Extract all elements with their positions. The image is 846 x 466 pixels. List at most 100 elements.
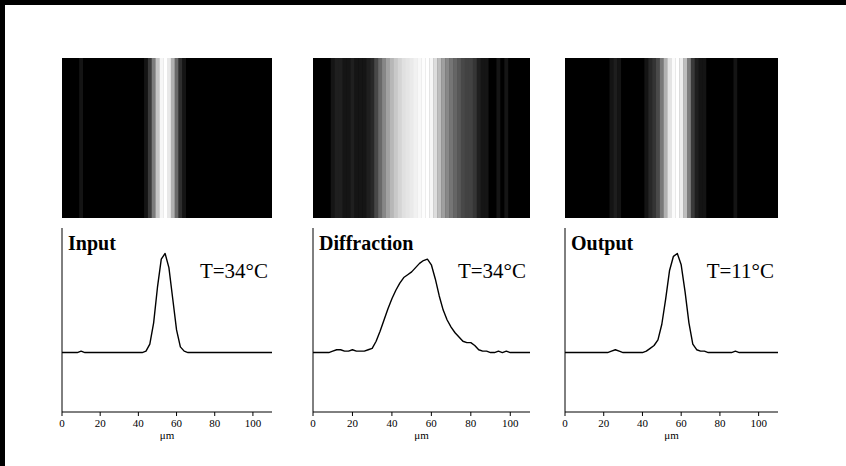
panel-title: Input [68, 232, 116, 255]
image-column [441, 58, 445, 218]
image-column [175, 58, 179, 218]
image-column [722, 58, 726, 218]
image-column [586, 58, 590, 218]
x-tick-label: 80 [465, 417, 477, 429]
x-tick [510, 412, 511, 416]
image-column [768, 58, 772, 218]
image-column [489, 58, 493, 218]
image-column [772, 58, 776, 218]
image-column [390, 58, 394, 218]
image-column [259, 58, 263, 218]
image-column [110, 58, 114, 218]
image-column [465, 58, 469, 218]
image-column [567, 58, 571, 218]
image-column [198, 58, 202, 218]
image-background [313, 58, 530, 218]
image-column [481, 58, 485, 218]
image-column [224, 58, 228, 218]
image-background [62, 58, 272, 218]
x-tick [391, 412, 392, 416]
x-tick-label: 40 [386, 417, 398, 429]
image-column [247, 58, 251, 218]
image-column [163, 58, 167, 218]
image-column [613, 58, 617, 218]
image-column [641, 58, 645, 218]
image-column [445, 58, 449, 218]
image-column [528, 58, 530, 218]
image-column [362, 58, 366, 218]
image-column [679, 58, 683, 218]
image-column [72, 58, 76, 218]
image-column [656, 58, 660, 218]
image-column [633, 58, 637, 218]
image-column [91, 58, 95, 218]
image-column [315, 58, 319, 218]
frame-top [0, 0, 846, 5]
x-axis-title: μm [414, 429, 429, 441]
profile-line [565, 253, 778, 352]
image-column [520, 58, 524, 218]
x-tick [214, 412, 215, 416]
frame-left [0, 0, 5, 466]
image-column [194, 58, 198, 218]
image-column [668, 58, 672, 218]
image-column [140, 58, 144, 218]
image-column [702, 58, 706, 218]
x-axis-title: μm [160, 429, 175, 441]
image-column [457, 58, 461, 218]
x-tick [470, 412, 471, 416]
image-column [186, 58, 190, 218]
x-tick [138, 412, 139, 416]
image-column [699, 58, 703, 218]
image-column [425, 58, 429, 218]
image-column [209, 58, 213, 218]
image-column [220, 58, 224, 218]
image-column [251, 58, 255, 218]
image-column [590, 58, 594, 218]
image-column [776, 58, 778, 218]
image-column [205, 58, 209, 218]
image-column [508, 58, 512, 218]
image-column [144, 58, 148, 218]
image-column [331, 58, 335, 218]
image-column [695, 58, 699, 218]
x-tick-label: 60 [171, 417, 183, 429]
image-column [764, 58, 768, 218]
y-axis [565, 228, 566, 412]
image-column [664, 58, 668, 218]
temperature-label: T=11°C [707, 259, 774, 283]
x-tick [62, 412, 63, 416]
image-column [87, 58, 91, 218]
panel-title: Output [571, 232, 634, 255]
image-column [347, 58, 351, 218]
x-axis [565, 412, 778, 413]
image-column [718, 58, 722, 218]
panel-title: Diffraction [319, 232, 413, 254]
profile-line [313, 259, 530, 352]
panel: 020406080100μmOutputT=11°C [562, 58, 780, 441]
image-column [761, 58, 765, 218]
image-background [565, 58, 778, 218]
image-column [437, 58, 441, 218]
image-column [354, 58, 358, 218]
image-column [182, 58, 186, 218]
image-column [602, 58, 606, 218]
image-column [243, 58, 247, 218]
image-column [102, 58, 106, 218]
image-column [217, 58, 221, 218]
x-axis [62, 412, 272, 413]
image-column [617, 58, 621, 218]
plot-area [313, 259, 530, 352]
x-tick [100, 412, 101, 416]
image-column [327, 58, 331, 218]
image-column [606, 58, 610, 218]
beam-image [313, 58, 530, 218]
image-column [156, 58, 160, 218]
x-tick [758, 412, 759, 416]
x-tick-label: 20 [95, 417, 107, 429]
image-column [418, 58, 422, 218]
x-tick-label: 100 [502, 417, 519, 429]
image-column [64, 58, 68, 218]
profile-line [62, 253, 272, 352]
image-column [687, 58, 691, 218]
